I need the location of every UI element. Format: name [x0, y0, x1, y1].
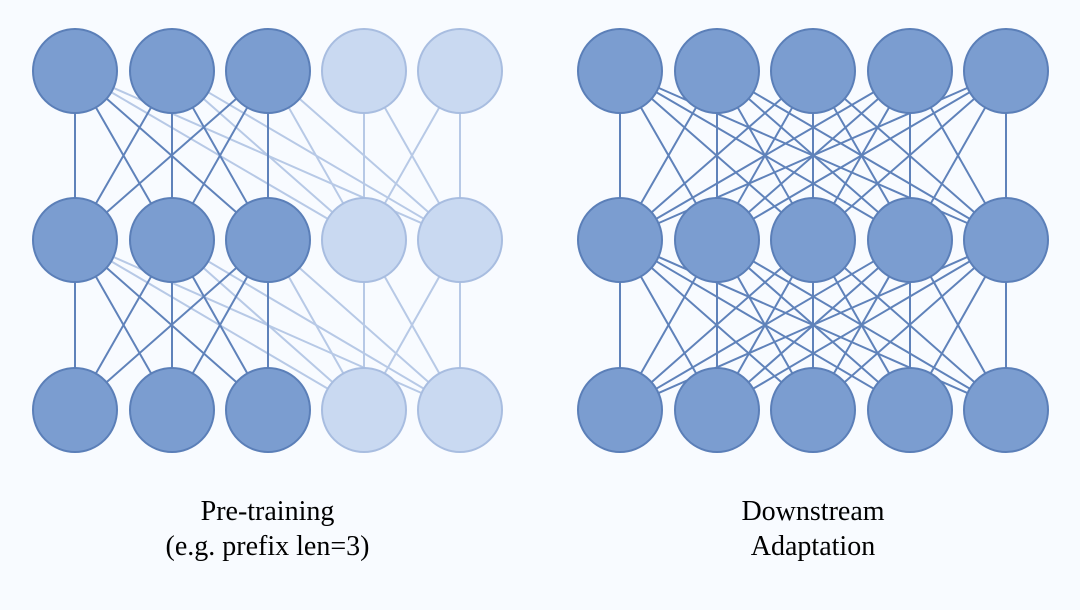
node [675, 29, 759, 113]
caption-left-line1: Pre-training [201, 496, 335, 527]
node [418, 368, 502, 452]
node [226, 29, 310, 113]
node [130, 368, 214, 452]
node [771, 29, 855, 113]
node [578, 29, 662, 113]
node [322, 29, 406, 113]
node [771, 198, 855, 282]
caption-left: Pre-training (e.g. prefix len=3) [58, 494, 478, 564]
caption-right-line2: Adaptation [751, 531, 875, 562]
edge [288, 106, 345, 206]
caption-left-line2: (e.g. prefix len=3) [166, 531, 370, 562]
nodes [33, 29, 1048, 452]
node [675, 368, 759, 452]
node [868, 29, 952, 113]
node [964, 368, 1048, 452]
caption-right-line1: Downstream [741, 496, 884, 527]
node [33, 368, 117, 452]
node [418, 29, 502, 113]
node [964, 29, 1048, 113]
node [868, 198, 952, 282]
node [33, 198, 117, 282]
node [322, 198, 406, 282]
node [578, 198, 662, 282]
edge [288, 275, 345, 376]
node [675, 198, 759, 282]
node [578, 368, 662, 452]
node [418, 198, 502, 282]
node [964, 198, 1048, 282]
node [226, 368, 310, 452]
node [771, 368, 855, 452]
node [226, 198, 310, 282]
node [322, 368, 406, 452]
caption-right: Downstream Adaptation [603, 494, 1023, 564]
node [868, 368, 952, 452]
node [33, 29, 117, 113]
node [130, 29, 214, 113]
node [130, 198, 214, 282]
